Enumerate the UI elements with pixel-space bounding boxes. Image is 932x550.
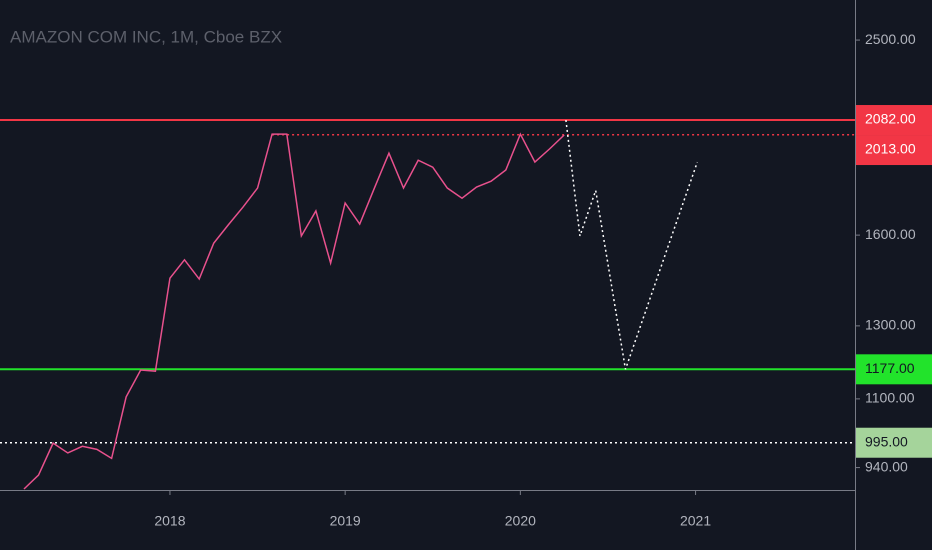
x-tick-label: 2019 <box>330 513 361 529</box>
y-tick-label: 940.00 <box>865 458 908 474</box>
level-label: 2013.00 <box>865 141 916 157</box>
y-tick-label: 2500.00 <box>865 31 916 47</box>
level-label-bg <box>856 354 932 385</box>
x-tick-label: 2018 <box>154 513 185 529</box>
level-label-bg <box>856 105 932 136</box>
level-label-bg <box>856 427 932 458</box>
level-label: 2082.00 <box>865 111 916 127</box>
level-label-bg <box>856 135 932 166</box>
y-tick-label: 1600.00 <box>865 226 916 242</box>
chart-title: AMAZON COM INC, 1M, Cboe BZX <box>10 27 282 46</box>
price-line <box>23 132 565 490</box>
plot-area <box>0 119 855 490</box>
level-label: 1177.00 <box>865 360 915 376</box>
y-tick-label: 1300.00 <box>865 317 916 333</box>
x-tick-label: 2020 <box>505 513 536 529</box>
y-tick-label: 1100.00 <box>865 390 915 406</box>
x-tick-label: 2021 <box>680 513 711 529</box>
level-label: 995.00 <box>865 433 908 449</box>
